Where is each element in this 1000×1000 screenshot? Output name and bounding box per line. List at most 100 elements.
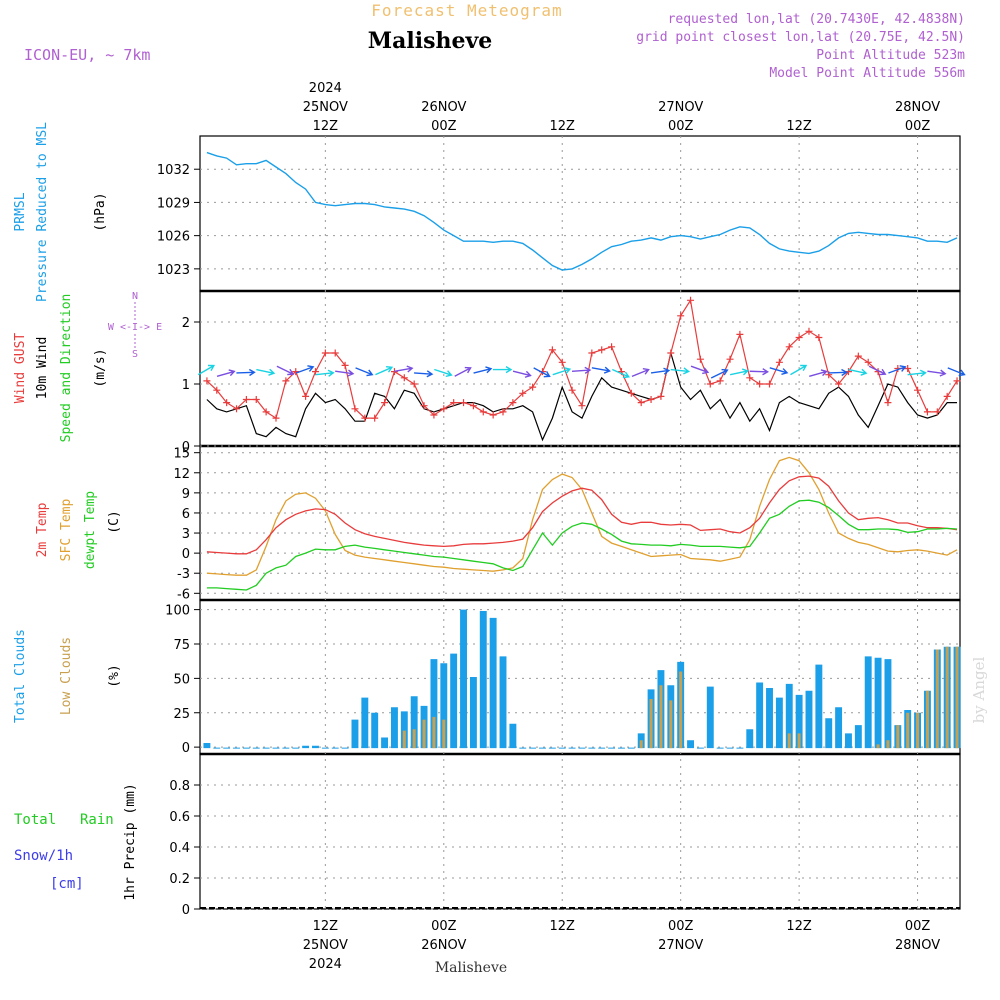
pressure-units: (hPa) (93, 192, 108, 231)
wind-direction-arrow (236, 368, 256, 377)
gust-marker (933, 408, 941, 416)
gust-marker (242, 396, 250, 403)
wind-direction-arrow (414, 370, 434, 378)
total-cloud-bar (687, 740, 694, 749)
gust-marker (815, 334, 823, 341)
gust-marker (321, 349, 329, 357)
precip-total-label: Total (14, 812, 56, 828)
gust-marker (726, 355, 734, 363)
total-cloud-bar (381, 737, 389, 749)
y-tick-label: 9 (182, 487, 190, 502)
total-cloud-bar (499, 656, 507, 749)
wind-direction-arrow (868, 365, 887, 376)
gust-marker (756, 380, 764, 388)
gust-marker (469, 402, 477, 410)
wind-direction-arrow (512, 370, 532, 378)
y-tick-label: 1023 (157, 263, 190, 278)
compass-north: N (132, 291, 138, 302)
sfc-temp-label: SFC Temp (59, 499, 74, 562)
gust-marker (805, 327, 813, 335)
y-tick-label: 25 (173, 707, 190, 722)
gust-marker (953, 377, 961, 385)
wind-direction-arrow (375, 365, 394, 376)
watermark: by Angel (970, 656, 988, 723)
wind-direction-arrow (394, 365, 414, 373)
total-cloud-bar (400, 711, 408, 749)
wind-direction-arrow (690, 365, 710, 375)
y-tick-label: 0.2 (169, 872, 190, 887)
y-tick-label: 50 (173, 672, 190, 687)
gust-marker (884, 399, 892, 407)
gust-marker (647, 396, 655, 403)
wind-direction-arrow (216, 369, 236, 378)
panel-frame (199, 135, 961, 292)
total-cloud-bar (440, 663, 448, 749)
panel-frame (199, 290, 961, 447)
temp2m-line (206, 475, 958, 555)
wind-direction-arrow (355, 367, 374, 377)
total-cloud-bar (795, 694, 803, 749)
gust-marker (489, 411, 497, 419)
total-cloud-bar (805, 690, 813, 749)
wind-direction-arrow (434, 368, 453, 378)
gust-marker (687, 296, 695, 304)
gust-marker (252, 396, 260, 403)
gust-marker (499, 408, 507, 416)
gust-marker (233, 405, 241, 413)
y-tick-label: 1029 (157, 196, 190, 211)
footer-location: Malisheve (435, 960, 507, 976)
gust-marker (657, 392, 665, 400)
total-cloud-bar (775, 697, 783, 749)
wind-direction-arrow (295, 365, 315, 374)
temp-units: (C) (107, 510, 122, 533)
gust-marker (568, 386, 576, 394)
total-cloud-bar (203, 743, 211, 749)
wind-direction-arrow (710, 368, 729, 379)
low-cloud-bar (442, 719, 446, 749)
wind-direction-arrow (769, 367, 789, 375)
precip-units: 1hr Precip (mm) (123, 783, 138, 900)
gust-marker (223, 399, 231, 407)
y-tick-label: -3 (177, 567, 190, 582)
low-cloud-bar (639, 740, 643, 749)
y-tick-label: 0 (182, 440, 190, 455)
gust-marker (854, 352, 862, 360)
gust-marker (351, 405, 359, 413)
y-tick-label: 100 (165, 604, 190, 619)
gust-marker (282, 377, 290, 385)
model-label: ICON-EU, ~ 7km (24, 46, 150, 64)
gust-marker (400, 374, 408, 382)
wind-direction-arrow (907, 369, 927, 377)
gust-marker (450, 399, 458, 407)
gust-marker (341, 361, 349, 369)
wind-direction-arrow (197, 364, 216, 376)
total-cloud-bar (509, 723, 517, 749)
low-cloud-bar (925, 690, 929, 749)
wind-direction-arrow (591, 366, 611, 374)
y-tick-label: 0.6 (169, 810, 190, 825)
y-tick-label: -6 (177, 587, 190, 602)
gust-marker (746, 374, 754, 382)
y-tick-label: 1 (182, 378, 190, 393)
y-tick-label: 0 (182, 903, 190, 918)
y-axes: 1023102610291032012-6-303691215025507510… (157, 163, 200, 918)
total-cloud-bar (854, 725, 862, 749)
gust-marker (914, 386, 922, 394)
gust-marker (203, 377, 211, 385)
prmsl-label: PRMSL (13, 192, 28, 231)
top-time-label: 00Z (905, 119, 931, 134)
bottom-time-label: 26NOV (421, 938, 466, 953)
gust-marker (736, 330, 744, 338)
total-cloud-bar (815, 664, 823, 749)
total-cloud-bar (312, 745, 319, 749)
y-tick-label: 6 (182, 507, 190, 522)
low-cloud-bar (659, 685, 663, 749)
gust-marker (272, 414, 280, 422)
low-cloud-bar (432, 716, 436, 749)
location-title: Malisheve (368, 28, 492, 54)
precip-snow-label: Snow/1h (14, 848, 73, 864)
gust-marker (835, 380, 843, 388)
dewpt-label: dewpt Temp (83, 491, 98, 569)
precip-cm-label: [cm] (50, 876, 84, 892)
gust-marker (311, 368, 319, 376)
